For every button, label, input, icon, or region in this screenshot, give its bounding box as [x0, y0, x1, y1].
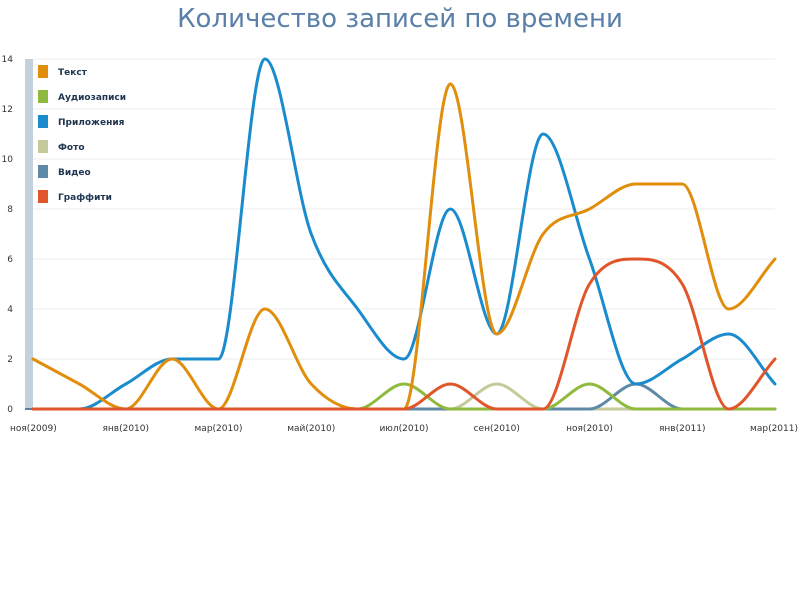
y-tick-label: 6 — [7, 255, 13, 265]
legend-label: Видео — [58, 168, 91, 178]
legend: Текст Аудиозаписи Приложения Фото Видео Графф… — [38, 65, 126, 203]
grid — [33, 58, 775, 360]
axes: 0 2 4 6 8 10 12 14 ноя(2009) янв(2010) мар(2010) ма… — [2, 55, 798, 434]
legend-swatch — [38, 115, 48, 128]
series-line-3 — [31, 382, 777, 411]
y-tick-label: 8 — [7, 205, 13, 215]
legend-label: Фото — [58, 143, 85, 153]
series-line-0 — [31, 82, 777, 411]
series-line-1 — [31, 382, 777, 411]
x-tick-label: ноя(2010) — [566, 424, 613, 434]
y-tick-label: 12 — [2, 105, 13, 115]
y-tick-label: 14 — [2, 55, 14, 65]
legend-label: Граффити — [58, 193, 112, 203]
legend-swatch — [38, 65, 48, 78]
series-line-2 — [31, 57, 777, 411]
series-lines — [31, 57, 777, 411]
legend-label: Приложения — [58, 118, 125, 128]
x-tick-label: май(2010) — [287, 424, 335, 434]
y-tick-label: 4 — [7, 305, 13, 315]
x-tick-label: мар(2010) — [195, 424, 243, 434]
y-axis-bar — [25, 59, 33, 409]
legend-label: Текст — [58, 68, 88, 78]
series-line-5 — [31, 257, 777, 411]
x-tick-label: сен(2010) — [474, 424, 520, 434]
x-tick-label: янв(2010) — [102, 424, 149, 434]
legend-swatch — [38, 90, 48, 103]
legend-swatch — [38, 140, 48, 153]
y-tick-label: 0 — [7, 405, 13, 415]
series-line-4 — [31, 382, 777, 411]
legend-label: Аудиозаписи — [58, 93, 126, 103]
x-tick-label: янв(2011) — [659, 424, 706, 434]
y-tick-label: 2 — [7, 355, 13, 365]
legend-swatch — [38, 190, 48, 203]
x-tick-label: ноя(2009) — [10, 424, 57, 434]
chart-title: Количество записей по времени — [177, 4, 623, 34]
x-tick-label: июл(2010) — [379, 424, 428, 434]
x-tick-label: мар(2011) — [750, 424, 798, 434]
y-tick-label: 10 — [2, 155, 14, 165]
legend-swatch — [38, 165, 48, 178]
